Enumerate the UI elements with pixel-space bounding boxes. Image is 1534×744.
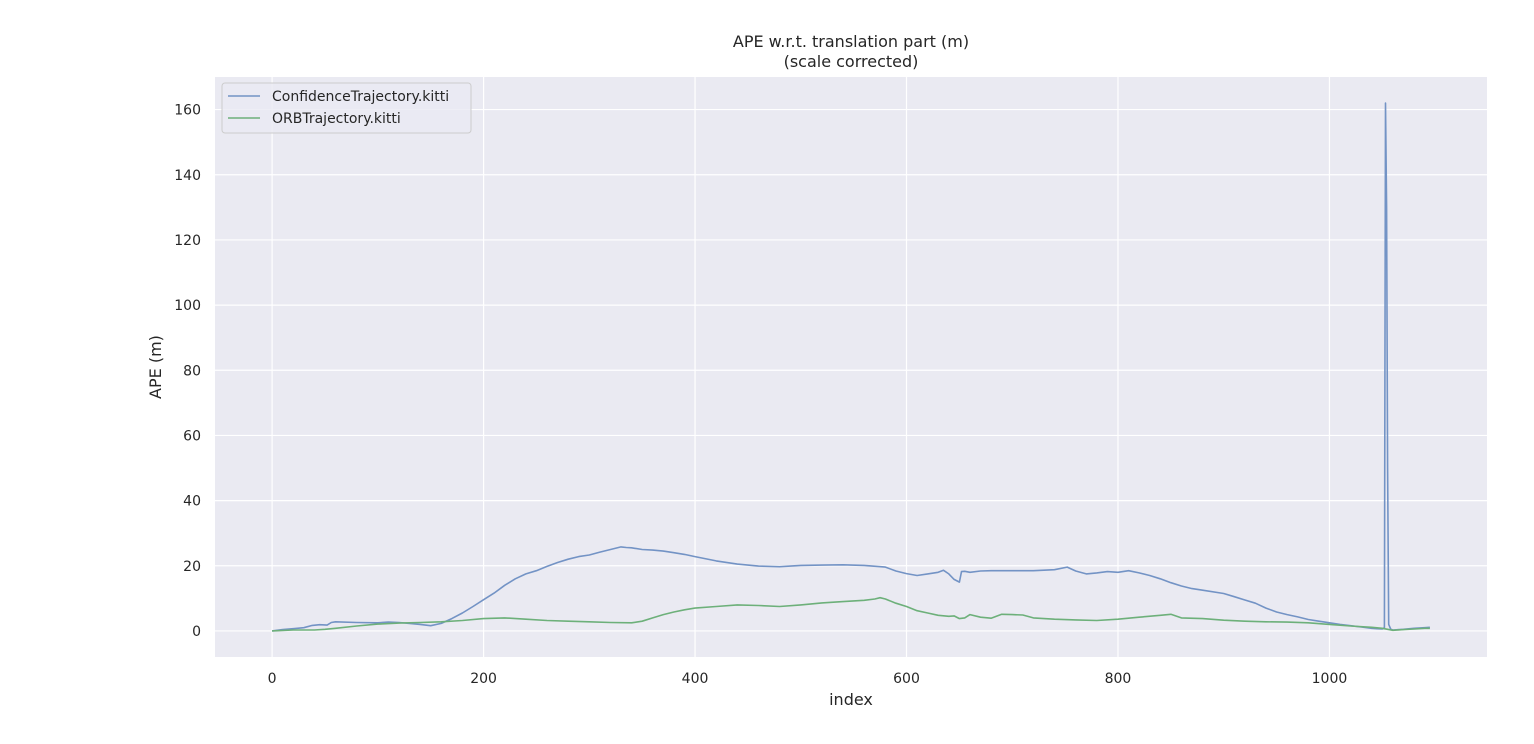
series-line-1 xyxy=(272,596,1430,632)
y-tick-label: 40 xyxy=(183,494,201,510)
y-tick-label: 60 xyxy=(183,428,201,444)
x-tick-label: 600 xyxy=(893,671,920,687)
y-tick-label: 80 xyxy=(183,363,201,379)
x-tick-label: 200 xyxy=(470,671,497,687)
x-tick-label: 0 xyxy=(268,671,277,687)
y-tick-label: 140 xyxy=(174,168,201,184)
x-tick-label: 400 xyxy=(682,671,709,687)
chart-title: APE w.r.t. translation part (m) xyxy=(733,32,969,51)
chart-subtitle: (scale corrected) xyxy=(784,52,919,71)
y-tick-label: 160 xyxy=(174,103,201,119)
x-axis-label: index xyxy=(829,690,873,709)
series-line-0 xyxy=(272,102,1430,632)
y-tick-label: 20 xyxy=(183,559,201,575)
x-tick-label: 800 xyxy=(1105,671,1132,687)
series-lines xyxy=(272,102,1430,632)
legend-label-confidence: ConfidenceTrajectory.kitti xyxy=(272,89,449,105)
y-tick-label: 0 xyxy=(192,624,201,640)
tick-labels: 0 200 400 600 800 1000 0 20 40 60 80 100 120 140 160 xyxy=(174,103,1347,687)
plot-area xyxy=(215,77,1487,657)
y-tick-label: 100 xyxy=(174,298,201,314)
legend-box xyxy=(221,82,472,134)
legend: ConfidenceTrajectory.kitti ORBTrajectory… xyxy=(221,82,472,134)
x-tick-label: 1000 xyxy=(1312,671,1348,687)
legend-label-orb: ORBTrajectory.kitti xyxy=(272,111,401,127)
y-axis-label: APE (m) xyxy=(146,335,165,399)
y-tick-label: 120 xyxy=(174,233,201,249)
grid xyxy=(215,77,1487,657)
